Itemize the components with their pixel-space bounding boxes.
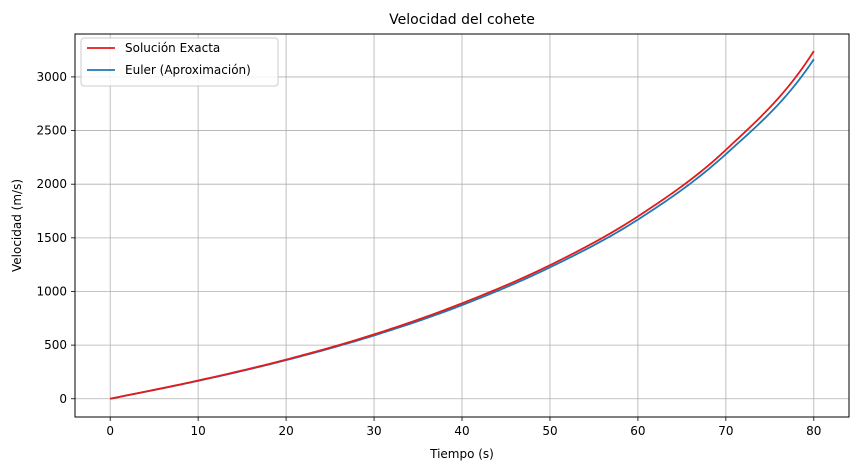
x-tick-label: 60 [630,424,645,438]
x-tick-label: 10 [190,424,205,438]
x-axis-label: Tiempo (s) [429,447,494,461]
x-axis-ticks: 0 10 20 30 40 50 60 70 80 [106,417,821,438]
x-tick-label: 80 [806,424,821,438]
series-line-0 [109,50,815,400]
chart-title: Velocidad del cohete [389,12,535,28]
x-tick-label: 30 [366,424,381,438]
y-tick-label: 3000 [36,70,67,84]
y-tick-label: 2500 [36,124,67,138]
y-axis-label: Velocidad (m/s) [10,179,24,272]
y-tick-label: 1500 [36,231,67,245]
x-tick-label: 70 [718,424,733,438]
series-lines [109,50,815,400]
legend-label: Solución Exacta [125,41,220,55]
y-tick-label: 500 [44,338,67,352]
legend-box [80,37,279,87]
x-tick-label: 0 [106,424,114,438]
y-tick-label: 2000 [36,177,67,191]
y-tick-label: 0 [59,392,67,406]
x-tick-label: 20 [278,424,293,438]
legend: Solución Exacta Euler (Aproximación) [80,37,279,87]
x-tick-label: 50 [542,424,557,438]
y-tick-label: 1000 [36,284,67,298]
y-axis-ticks: 0 500 1000 1500 2000 2500 3000 [36,70,75,406]
grid [75,34,849,417]
x-tick-label: 40 [454,424,469,438]
legend-label: Euler (Aproximación) [125,63,251,77]
